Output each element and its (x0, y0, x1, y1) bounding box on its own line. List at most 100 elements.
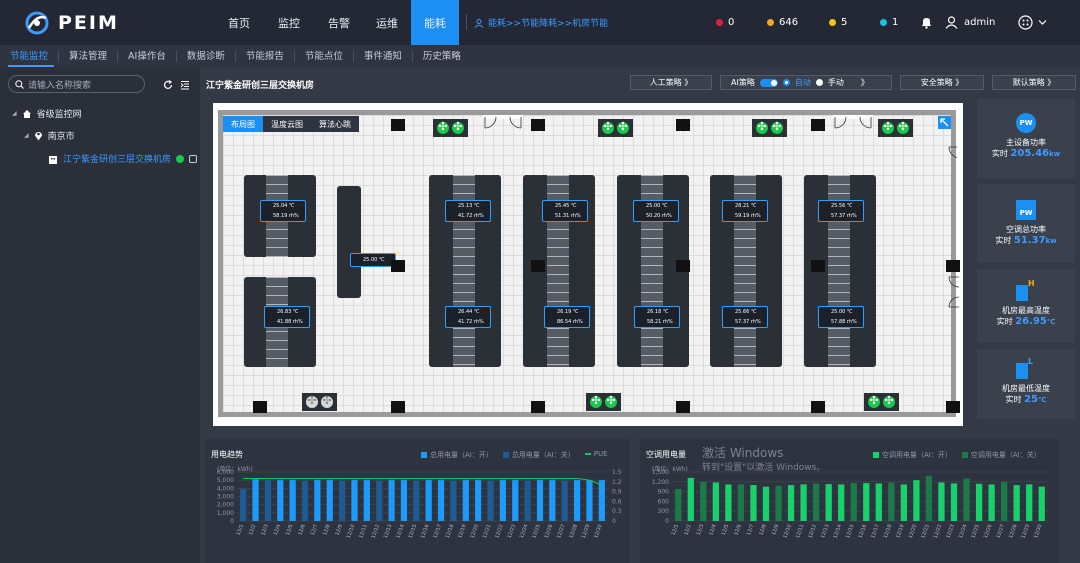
tab-algorithm-heartbeat[interactable]: 算法心跳 (311, 116, 359, 132)
search-box[interactable]: 请输入名称搜索 (8, 75, 145, 93)
rack-row[interactable] (337, 186, 361, 298)
logo-icon (25, 11, 49, 35)
ac-unit[interactable] (586, 393, 621, 411)
nav-ops[interactable]: 运维 (376, 16, 398, 30)
kpi-value: 实时 51.37kw (995, 235, 1057, 246)
sensor-card[interactable]: 25.00 ℃ 50.20 rh% (633, 200, 679, 222)
expand-icon[interactable] (938, 116, 951, 129)
bar (499, 480, 506, 521)
breadcrumb-text[interactable]: 能耗>>节能降耗>>机房节能 (488, 19, 609, 29)
kpi-min-temp[interactable]: L 机房最低温度 实时 25℃ (977, 349, 1075, 419)
sensor-card[interactable]: 25.00 ℃ 57.88 rh% (818, 306, 864, 328)
user-icon[interactable] (945, 16, 958, 29)
x-tick-label: 12/9 (335, 524, 344, 537)
sensor-card[interactable]: 25.56 ℃ 57.37 rh% (818, 200, 864, 222)
tab-layout[interactable]: 布局图 (223, 116, 263, 132)
nav-alarm[interactable]: 告警 (328, 16, 350, 30)
sensor-card[interactable]: 25.45 ℃ 51.31 rh% (542, 200, 588, 222)
sensor-humidity: 50.20 rh% (646, 213, 672, 219)
sensor-card[interactable]: 26.83 ℃ 41.88 rh% (264, 306, 310, 328)
ac-unit[interactable] (433, 119, 468, 137)
door-icon (483, 115, 523, 129)
subnav-ai-console[interactable]: AI操作台 (118, 50, 177, 62)
legend-item[interactable]: 总用电量（AI：关） (502, 450, 575, 460)
subnav-diagnosis[interactable]: 数据诊断 (177, 50, 236, 62)
x-tick-label: 12/22 (933, 524, 944, 540)
alarm-info[interactable]: 1 (880, 17, 898, 28)
subnav-points[interactable]: 节能点位 (295, 50, 354, 62)
kpi-main-power[interactable]: PW 主设备功率 实时 205.46kw (977, 99, 1075, 178)
ac-unit[interactable] (878, 119, 913, 137)
chevron-down-icon[interactable] (1038, 19, 1047, 26)
kpi-max-temp[interactable]: H 机房最高温度 实时 26.95℃ (977, 269, 1075, 343)
subnav-events[interactable]: 事件通知 (354, 50, 413, 62)
x-tick-label: 12/4 (273, 524, 282, 537)
alarm-major[interactable]: 646 (767, 17, 798, 28)
x-tick-label: 12/29 (581, 524, 592, 540)
sensor-card[interactable]: 26.44 ℃ 41.72 rh% (445, 306, 491, 328)
username[interactable]: admin (964, 17, 996, 28)
legend-item[interactable]: PUE (584, 450, 608, 460)
ac-unit[interactable] (598, 119, 633, 137)
default-strategy-button[interactable]: 默认策略 》 (992, 75, 1076, 90)
fan-icon (437, 120, 449, 134)
sensor-card[interactable]: 26.19 ℃ 86.54 rh% (544, 306, 590, 328)
sensor-humidity: 58.21 rh% (647, 319, 673, 325)
subnav-energy-monitor[interactable]: 节能监控 (0, 50, 60, 62)
major-dot-icon (767, 19, 774, 26)
manual-radio[interactable] (815, 79, 823, 86)
ac-unit[interactable] (752, 119, 787, 137)
ai-toggle[interactable] (759, 78, 778, 87)
fan-icon (882, 120, 894, 134)
x-tick-label: 12/17 (432, 524, 443, 540)
legend-item[interactable]: 空调用电量（AI：开） (873, 450, 952, 460)
x-tick-label: 12/20 (469, 524, 480, 540)
logo[interactable]: PEIM (24, 10, 119, 36)
tree-node-province[interactable]: ◢ 省级监控网 (12, 107, 82, 120)
legend-item[interactable]: 空调用电量（AI：关） (961, 450, 1041, 460)
sensor-card[interactable]: 26.18 ℃ 58.21 rh% (634, 306, 680, 328)
tree-node-room[interactable]: 江宁紫金研创三层交换机房 (48, 152, 198, 165)
x-tick-label: 12/27 (556, 524, 567, 540)
legend-item[interactable]: 总用电量（AI：开） (421, 450, 493, 460)
bar (850, 483, 857, 521)
nav-home[interactable]: 首页 (228, 16, 250, 30)
x-tick-label: 12/1 (236, 524, 245, 537)
windows-activation-watermark: 激活 Windows (702, 446, 784, 460)
alarm-info-count: 1 (892, 17, 899, 28)
subnav-algorithm[interactable]: 算法管理 (59, 50, 119, 62)
door-icon (833, 115, 873, 129)
refresh-icon[interactable] (163, 80, 173, 90)
alarm-minor[interactable]: 5 (829, 17, 847, 28)
tree-node-city[interactable]: ◢ 南京市 (24, 129, 75, 142)
app-grid-icon[interactable] (1018, 15, 1033, 30)
ac-unit[interactable] (864, 393, 899, 411)
nav-monitor[interactable]: 监控 (278, 16, 300, 30)
subnav-history[interactable]: 历史策略 (422, 50, 461, 62)
chart-legend: 总用电量（AI：开） 总用电量（AI：关） PUE (421, 450, 608, 460)
alarm-critical[interactable]: 0 (716, 17, 734, 28)
sensor-card[interactable]: 25.04 ℃ 58.19 rh% (260, 200, 306, 222)
sensor-card[interactable]: 28.21 ℃ 59.19 rh% (722, 200, 768, 222)
sensor-card[interactable]: 25.13 ℃ 41.72 rh% (445, 200, 491, 222)
windows-activation-hint: 转到"设置"以激活 Windows。 (702, 463, 826, 473)
nav-energy[interactable]: 能耗 (411, 0, 459, 45)
bell-icon[interactable] (920, 16, 933, 29)
auto-radio[interactable] (782, 79, 790, 86)
collapse-list-icon[interactable] (180, 80, 190, 90)
ai-strategy-more-button[interactable]: 》 (860, 78, 869, 87)
manual-strategy-button[interactable]: 人工策略 》 (630, 75, 712, 90)
y-tick-label: 1,000 (217, 510, 234, 517)
y2-tick-label: 0.9 (612, 489, 622, 496)
ac-unit-idle[interactable] (302, 393, 337, 411)
x-tick-label: 12/26 (983, 524, 994, 540)
kpi-ac-power[interactable]: PW 空调总功率 实时 51.37kw (977, 184, 1075, 263)
safety-strategy-button[interactable]: 安全策略 》 (900, 75, 984, 90)
bar (875, 483, 882, 521)
search-input[interactable]: 请输入名称搜索 (28, 80, 92, 91)
sensor-card[interactable]: 25.66 ℃ 57.37 rh% (722, 306, 768, 328)
sensor-card[interactable]: 25.00 ℃ (350, 253, 396, 267)
subnav-report[interactable]: 节能报告 (236, 50, 295, 62)
tab-temperature-cloud[interactable]: 温度云图 (263, 116, 311, 132)
sensor-humidity: 57.37 rh% (735, 319, 761, 325)
